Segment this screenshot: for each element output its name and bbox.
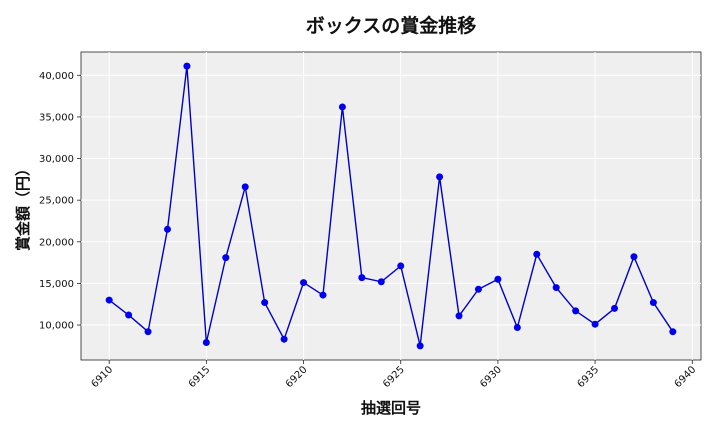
data-point (591, 320, 599, 328)
x-tick-label: 6930 (478, 364, 504, 390)
data-point (377, 278, 385, 286)
data-point (416, 342, 424, 350)
data-point (611, 304, 619, 312)
x-tick-label: 6910 (90, 364, 116, 390)
x-tick-label: 6915 (187, 364, 213, 390)
y-tick-label: 20,000 (39, 237, 74, 248)
data-point (572, 307, 580, 315)
data-point (397, 262, 405, 270)
data-point (319, 291, 327, 299)
y-tick-label: 40,000 (39, 71, 74, 82)
x-axis-label: 抽選回号 (361, 399, 421, 417)
data-point (338, 103, 346, 111)
data-point (494, 275, 502, 283)
data-point (300, 279, 308, 287)
data-point (455, 312, 463, 320)
x-tick-label: 6920 (284, 364, 310, 390)
x-axis-ticks: 6910 6915 6920 6925 6930 6935 6940 (90, 360, 699, 390)
y-tick-label: 25,000 (39, 196, 74, 207)
data-point (144, 328, 152, 336)
data-series (105, 62, 677, 350)
y-axis-label: 賞金額（円） (14, 161, 32, 251)
data-point (552, 284, 560, 292)
x-tick-label: 6935 (575, 364, 601, 390)
data-point (533, 250, 541, 258)
plot-area (80, 51, 702, 361)
data-point (261, 299, 269, 307)
y-tick-label: 30,000 (39, 154, 74, 165)
data-point (649, 299, 657, 307)
data-point (241, 183, 249, 191)
y-tick-label: 35,000 (39, 112, 74, 123)
y-axis-ticks: 10,000 15,000 20,000 25,000 30,000 35,000 40,0… (39, 71, 81, 332)
data-point (163, 225, 171, 233)
data-point (630, 253, 638, 261)
data-point (669, 328, 677, 336)
data-point (513, 324, 521, 332)
data-point (105, 296, 113, 304)
data-point (183, 62, 191, 70)
data-point (358, 274, 366, 282)
y-tick-label: 15,000 (39, 279, 74, 290)
chart-title: ボックスの賞金推移 (306, 14, 476, 37)
x-tick-label: 6940 (673, 364, 699, 390)
x-tick-label: 6925 (381, 364, 407, 390)
data-point (474, 285, 482, 293)
data-point (202, 339, 210, 347)
data-point (125, 311, 133, 319)
data-point (280, 335, 288, 343)
data-point (436, 173, 444, 181)
series-line (108, 66, 674, 347)
y-tick-label: 10,000 (39, 321, 74, 332)
data-point (222, 254, 230, 262)
